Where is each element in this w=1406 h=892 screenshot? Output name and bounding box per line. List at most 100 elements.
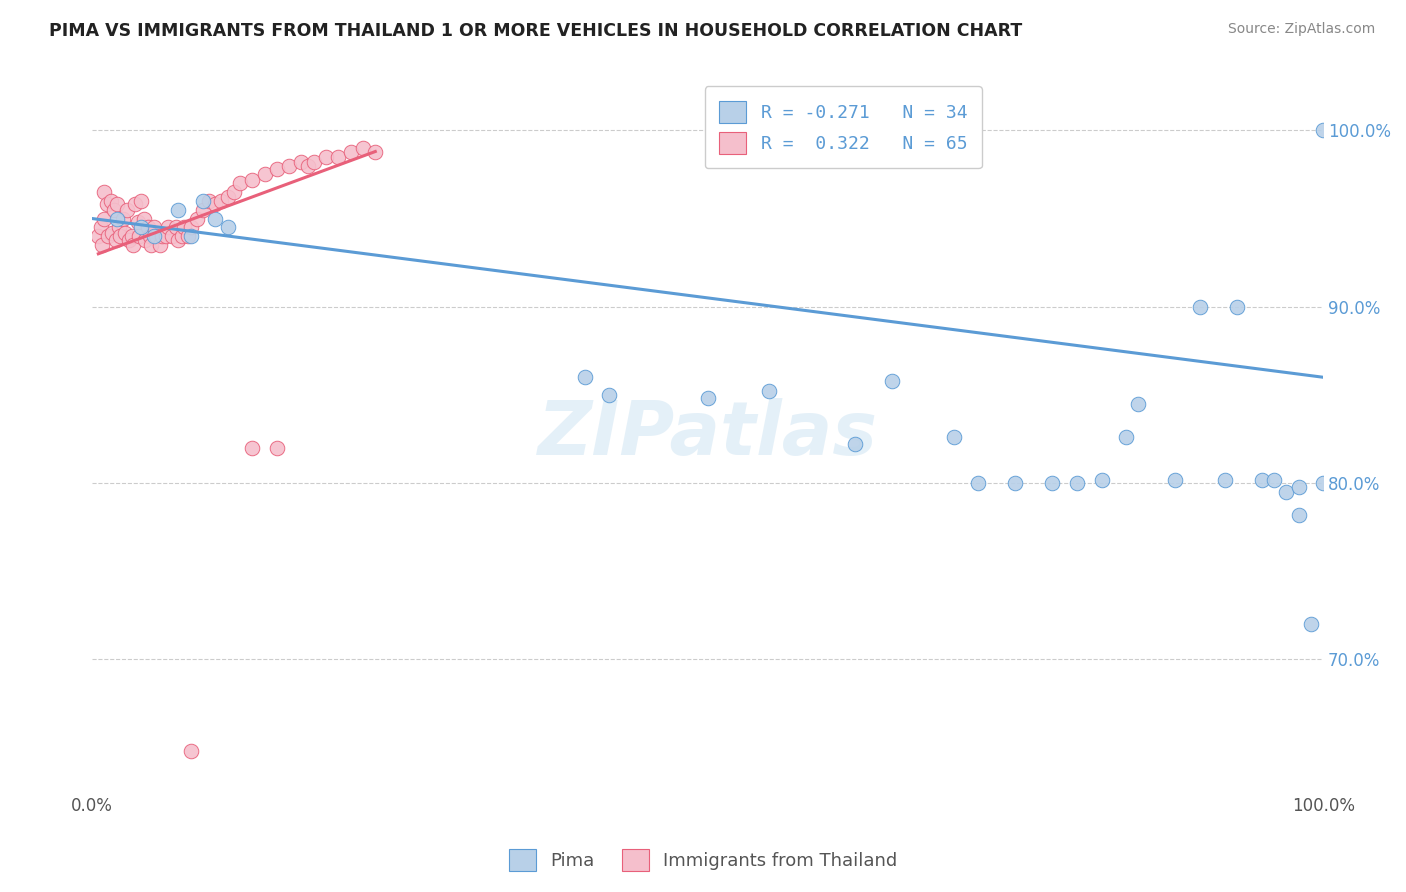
- Point: [160, 229, 183, 244]
- Point: [127, 215, 149, 229]
- Point: [198, 194, 221, 208]
- Point: [93, 211, 115, 226]
- Point: [967, 476, 990, 491]
- Point: [121, 238, 143, 252]
- Point: [328, 150, 350, 164]
- Point: [1288, 508, 1310, 522]
- Point: [87, 229, 110, 244]
- Point: [266, 441, 288, 455]
- Point: [278, 159, 301, 173]
- Point: [111, 211, 134, 226]
- Point: [150, 229, 173, 244]
- Point: [1226, 300, 1249, 314]
- Point: [118, 233, 141, 247]
- Point: [352, 141, 374, 155]
- Point: [103, 202, 125, 217]
- Point: [240, 172, 263, 186]
- Legend: R = -0.271   N = 34, R =  0.322   N = 65: R = -0.271 N = 34, R = 0.322 N = 65: [704, 87, 981, 169]
- Point: [108, 220, 131, 235]
- Point: [128, 229, 150, 244]
- Point: [222, 185, 245, 199]
- Point: [339, 145, 361, 159]
- Point: [1189, 300, 1212, 314]
- Text: PIMA VS IMMIGRANTS FROM THAILAND 1 OR MORE VEHICLES IN HOUSEHOLD CORRELATION CHA: PIMA VS IMMIGRANTS FROM THAILAND 1 OR MO…: [49, 22, 1022, 40]
- Point: [1250, 473, 1272, 487]
- Point: [297, 159, 319, 173]
- Point: [100, 194, 122, 208]
- Point: [942, 430, 965, 444]
- Point: [1090, 473, 1112, 487]
- Point: [758, 384, 780, 399]
- Point: [1213, 473, 1236, 487]
- Point: [91, 238, 114, 252]
- Point: [1312, 123, 1334, 137]
- Point: [290, 155, 312, 169]
- Point: [142, 220, 165, 235]
- Point: [142, 229, 165, 244]
- Point: [191, 194, 214, 208]
- Point: [177, 229, 200, 244]
- Point: [96, 197, 118, 211]
- Point: [180, 220, 202, 235]
- Point: [1288, 480, 1310, 494]
- Text: ZIPatlas: ZIPatlas: [537, 398, 877, 471]
- Point: [105, 197, 128, 211]
- Point: [1263, 473, 1285, 487]
- Point: [1299, 617, 1322, 632]
- Point: [121, 229, 143, 244]
- Point: [114, 226, 136, 240]
- Point: [145, 229, 167, 244]
- Point: [302, 155, 325, 169]
- Point: [105, 211, 128, 226]
- Point: [696, 392, 718, 406]
- Point: [165, 220, 187, 235]
- Point: [131, 194, 153, 208]
- Point: [1275, 484, 1298, 499]
- Point: [167, 233, 190, 247]
- Point: [136, 220, 159, 235]
- Point: [364, 145, 387, 159]
- Text: Source: ZipAtlas.com: Source: ZipAtlas.com: [1227, 22, 1375, 37]
- Point: [155, 229, 177, 244]
- Point: [170, 229, 193, 244]
- Point: [157, 220, 180, 235]
- Point: [204, 197, 226, 211]
- Point: [149, 238, 172, 252]
- Point: [1164, 473, 1187, 487]
- Point: [173, 220, 195, 235]
- Point: [209, 194, 232, 208]
- Point: [191, 202, 214, 217]
- Point: [574, 370, 596, 384]
- Point: [315, 150, 337, 164]
- Point: [217, 220, 239, 235]
- Point: [93, 185, 115, 199]
- Point: [1066, 476, 1088, 491]
- Point: [217, 190, 239, 204]
- Point: [139, 229, 162, 244]
- Point: [134, 233, 156, 247]
- Point: [266, 162, 288, 177]
- Point: [124, 197, 146, 211]
- Point: [229, 176, 252, 190]
- Point: [167, 202, 190, 217]
- Point: [204, 211, 226, 226]
- Point: [882, 374, 904, 388]
- Point: [844, 437, 866, 451]
- Point: [180, 229, 202, 244]
- Point: [104, 233, 127, 247]
- Point: [180, 744, 202, 758]
- Point: [141, 238, 163, 252]
- Point: [131, 220, 153, 235]
- Legend: Pima, Immigrants from Thailand: Pima, Immigrants from Thailand: [502, 842, 904, 879]
- Point: [253, 168, 276, 182]
- Point: [90, 220, 112, 235]
- Point: [598, 388, 620, 402]
- Point: [1128, 397, 1150, 411]
- Point: [1115, 430, 1137, 444]
- Point: [132, 211, 155, 226]
- Point: [1004, 476, 1026, 491]
- Point: [97, 229, 120, 244]
- Point: [101, 226, 124, 240]
- Point: [110, 229, 132, 244]
- Point: [186, 211, 208, 226]
